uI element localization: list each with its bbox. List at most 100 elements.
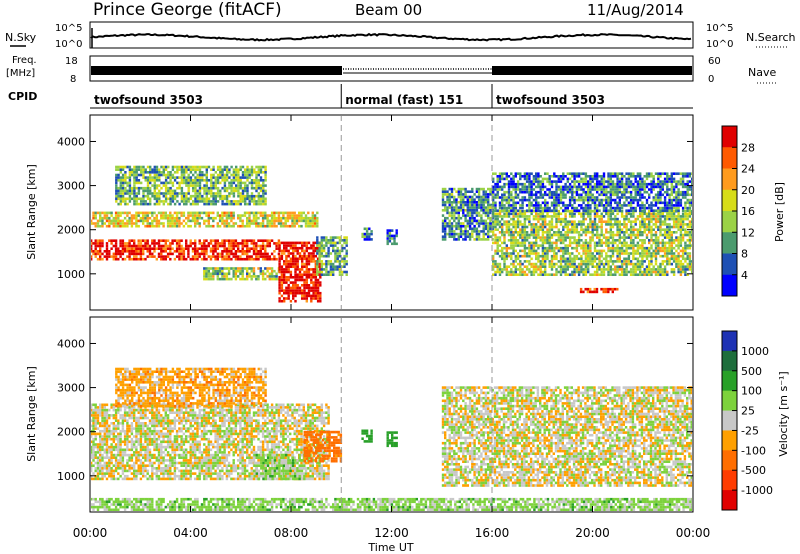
echo-cell: [605, 206, 608, 210]
echo-cell: [325, 236, 328, 239]
echo-cell: [657, 217, 660, 221]
echo-cell: [441, 203, 445, 207]
echo-cell: [521, 215, 524, 218]
echo-cell: [205, 214, 208, 217]
echo-cell: [568, 265, 572, 268]
echo-cell: [675, 265, 678, 268]
echo-cell: [566, 268, 569, 271]
echo-cell: [298, 254, 302, 258]
echo-cell: [283, 249, 286, 253]
echo-cell: [562, 257, 565, 261]
echo-cell: [117, 194, 120, 198]
echo-cell: [546, 188, 549, 191]
echo-cell: [268, 272, 271, 276]
echo-cell: [128, 239, 131, 242]
echo-cell: [287, 286, 290, 290]
echo-cell: [468, 203, 472, 207]
echo-cell: [194, 214, 197, 217]
echo-cell: [645, 236, 649, 239]
echo-cell: [589, 220, 592, 223]
echo-cell: [614, 270, 617, 274]
echo-cell: [564, 260, 567, 263]
echo-cell: [144, 242, 147, 245]
echo-cell: [636, 244, 640, 247]
echo-cell: [167, 189, 170, 193]
echo-cell: [602, 273, 606, 276]
echo-cell: [311, 224, 314, 228]
echo-cell: [137, 165, 141, 169]
echo-cell: [535, 270, 538, 274]
echo-cell: [248, 200, 251, 203]
echo-cell: [521, 268, 524, 271]
echo-cell: [198, 247, 201, 250]
echo-cell: [523, 217, 527, 221]
echo-cell: [596, 206, 599, 210]
echo-cell: [164, 247, 167, 250]
echo-cell: [312, 246, 315, 250]
echo-cell: [609, 249, 612, 253]
echo-cell: [530, 190, 533, 194]
echo-cell: [553, 254, 556, 258]
echo-cell: [264, 171, 267, 174]
echo-cell: [532, 217, 536, 221]
echo-cell: [559, 260, 563, 263]
echo-cell: [307, 284, 311, 287]
echo-cell: [501, 241, 504, 245]
echo-cell: [670, 225, 673, 229]
echo-cell: [580, 180, 583, 183]
echo-cell: [598, 260, 601, 263]
echo-cell: [657, 265, 660, 268]
echo-cell: [232, 224, 235, 228]
echo-cell: [117, 179, 120, 182]
echo-cell: [173, 239, 177, 242]
echo-cell: [151, 247, 154, 250]
echo-cell: [616, 254, 619, 258]
echo-cell: [466, 211, 469, 215]
echo-cell: [261, 269, 265, 273]
echo-cell: [492, 257, 495, 261]
echo-cell: [180, 179, 184, 182]
echo-cell: [325, 265, 328, 268]
echo-cell: [294, 254, 297, 258]
cpid-label: CPID: [8, 90, 37, 103]
echo-cell: [218, 244, 222, 248]
echo-cell: [148, 255, 152, 258]
echo-cell: [589, 246, 592, 250]
echo-cell: [303, 265, 306, 268]
echo-cell: [611, 188, 615, 191]
echo-cell: [126, 211, 129, 215]
echo-cell: [307, 241, 311, 245]
echo-cell: [91, 255, 93, 258]
echo-cell: [514, 204, 517, 207]
echo-cell: [593, 175, 597, 178]
echo-cell: [575, 246, 579, 250]
echo-cell: [307, 219, 310, 223]
echo-cell: [115, 200, 118, 203]
echo-cell: [287, 276, 290, 279]
echo-cell: [126, 255, 129, 258]
echo-cell: [596, 244, 599, 247]
echo-cell: [96, 250, 100, 253]
echo-cell: [555, 223, 558, 226]
echo-cell: [548, 228, 551, 231]
echo-cell: [654, 233, 658, 237]
echo-cell: [575, 241, 579, 245]
echo-cell: [164, 197, 168, 201]
echo-cell: [264, 224, 267, 228]
echo-cell: [532, 209, 536, 213]
echo-cell: [530, 233, 533, 237]
echo-cell: [519, 268, 522, 271]
echo-cell: [562, 209, 565, 212]
echo-cell: [455, 216, 458, 220]
echo-cell: [548, 206, 551, 210]
echo-cell: [268, 239, 271, 242]
echo-cell: [446, 206, 449, 209]
echo-cell: [668, 262, 671, 266]
echo-cell: [218, 216, 222, 220]
echo-cell: [146, 189, 150, 193]
echo-cell: [641, 262, 644, 266]
echo-cell: [128, 168, 132, 171]
echo-cell: [654, 268, 658, 271]
echo-cell: [466, 190, 469, 193]
echo-cell: [462, 224, 465, 228]
